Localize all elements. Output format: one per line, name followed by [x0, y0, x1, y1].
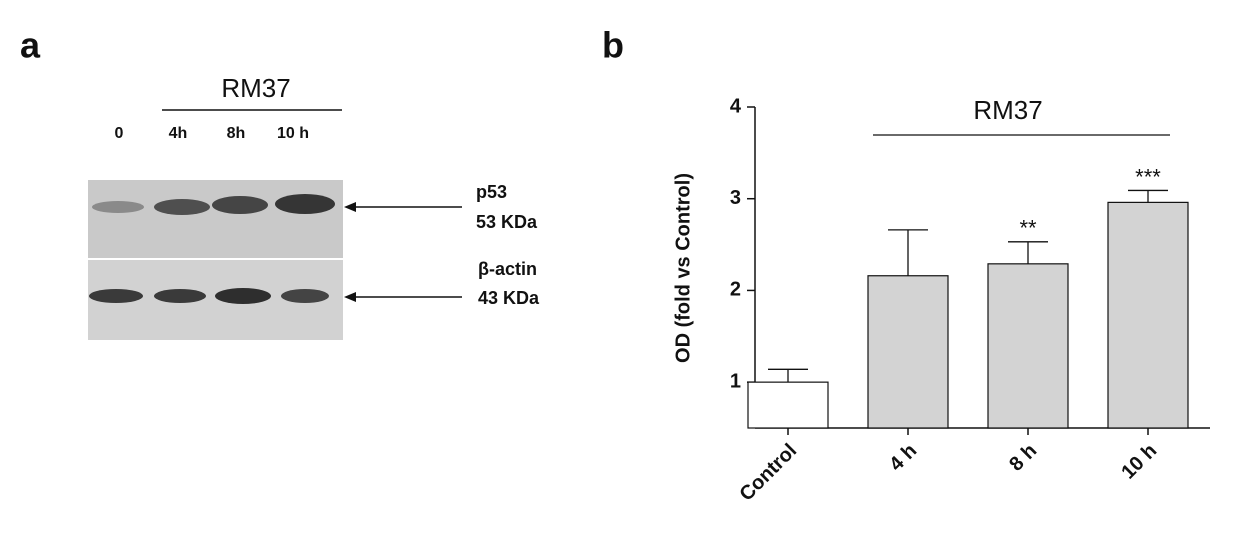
lane-label: 8h	[227, 125, 246, 142]
treatment-label: RM37	[221, 73, 290, 103]
significance-label: **	[1019, 216, 1037, 241]
blot-lower	[88, 260, 343, 340]
y-tick-label: 4	[730, 95, 742, 117]
bar	[867, 275, 949, 429]
x-tick-label: 10 h	[1117, 440, 1161, 484]
y-tick-label: 2	[730, 279, 741, 301]
lane-label: 10 h	[277, 125, 309, 142]
y-tick-label: 3	[730, 187, 741, 209]
x-tick-label: 8 h	[1005, 440, 1041, 476]
y-axis-label: OD (fold vs Control)	[672, 173, 694, 363]
arrow	[344, 202, 462, 302]
panel-label: b	[602, 25, 624, 66]
group-label: RM37	[973, 95, 1042, 125]
bar	[1107, 201, 1189, 429]
bar	[747, 381, 829, 429]
lane-label: 4h	[169, 125, 188, 142]
band-size: 53 KDa	[476, 212, 538, 232]
band-name: β-actin	[478, 259, 537, 279]
band-size: 43 KDa	[478, 288, 540, 308]
y-tick-label: 1	[730, 370, 741, 392]
significance-label: ***	[1135, 164, 1161, 189]
x-tick-label: 4 h	[885, 440, 921, 476]
blot-upper	[88, 180, 343, 258]
lane-label: 0	[115, 125, 124, 142]
panel-label: a	[20, 25, 41, 66]
band-name: p53	[476, 182, 507, 202]
bar	[987, 263, 1069, 429]
x-tick-label: Control	[735, 440, 801, 506]
